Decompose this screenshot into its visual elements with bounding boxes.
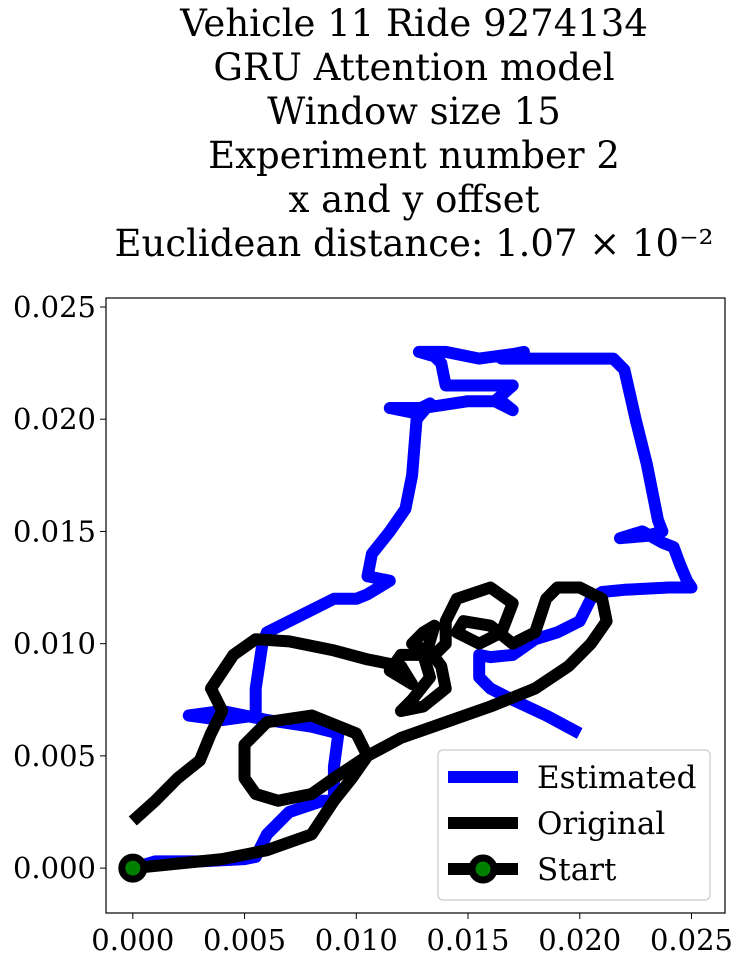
start-marker: [118, 853, 148, 883]
title-line-4: Experiment number 2: [208, 134, 620, 177]
legend-frame: [437, 749, 711, 901]
x-tick-label: 0.000: [91, 923, 174, 957]
title-line-5: x and y offset: [289, 178, 540, 221]
series-line-original: [128, 581, 613, 875]
y-tick-label: 0.015: [13, 514, 96, 548]
y-tick-label: 0.000: [13, 851, 96, 885]
y-tick-label: 0.020: [13, 402, 96, 436]
legend-label-estimated: Estimated: [537, 760, 696, 796]
title-line-3: Window size 15: [267, 90, 561, 133]
legend-label-original: Original: [537, 806, 665, 842]
axes-frame: [105, 297, 726, 914]
title-line-6: Euclidean distance: 1.07 × 10⁻²: [115, 222, 714, 265]
series-line-estimated: [131, 345, 698, 874]
title-line-2: GRU Attention model: [213, 46, 614, 89]
series-layer: [118, 345, 698, 883]
x-tick-label: 0.015: [426, 923, 509, 957]
title-line-1: Vehicle 11 Ride 9274134: [179, 2, 648, 45]
legend-label-start: Start: [537, 852, 617, 888]
x-tick-label: 0.025: [650, 923, 733, 957]
axis-ticks: 0.000 0.005 0.010 0.015 0.020 0.025 0.000 0.005…: [13, 290, 733, 957]
legend-marker-start: [468, 854, 498, 884]
x-tick-label: 0.010: [315, 923, 398, 957]
chart-title: Vehicle 11 Ride 9274134 GRU Attention mo…: [115, 2, 714, 265]
y-tick-label: 0.010: [13, 627, 96, 661]
plot-area: 0.000 0.005 0.010 0.015 0.020 0.025 0.000 0.005…: [13, 290, 733, 957]
x-tick-label: 0.005: [203, 923, 286, 957]
y-tick-label: 0.025: [13, 290, 96, 324]
legend: Estimated Original Start: [437, 749, 711, 901]
x-tick-label: 0.020: [538, 923, 621, 957]
y-tick-label: 0.005: [13, 739, 96, 773]
